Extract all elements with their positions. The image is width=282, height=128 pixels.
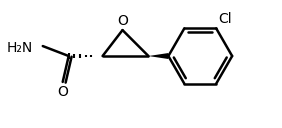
- Text: Cl: Cl: [218, 12, 232, 26]
- Text: O: O: [57, 85, 68, 99]
- Text: H₂N: H₂N: [6, 41, 33, 55]
- Polygon shape: [148, 53, 168, 59]
- Text: O: O: [117, 14, 128, 28]
